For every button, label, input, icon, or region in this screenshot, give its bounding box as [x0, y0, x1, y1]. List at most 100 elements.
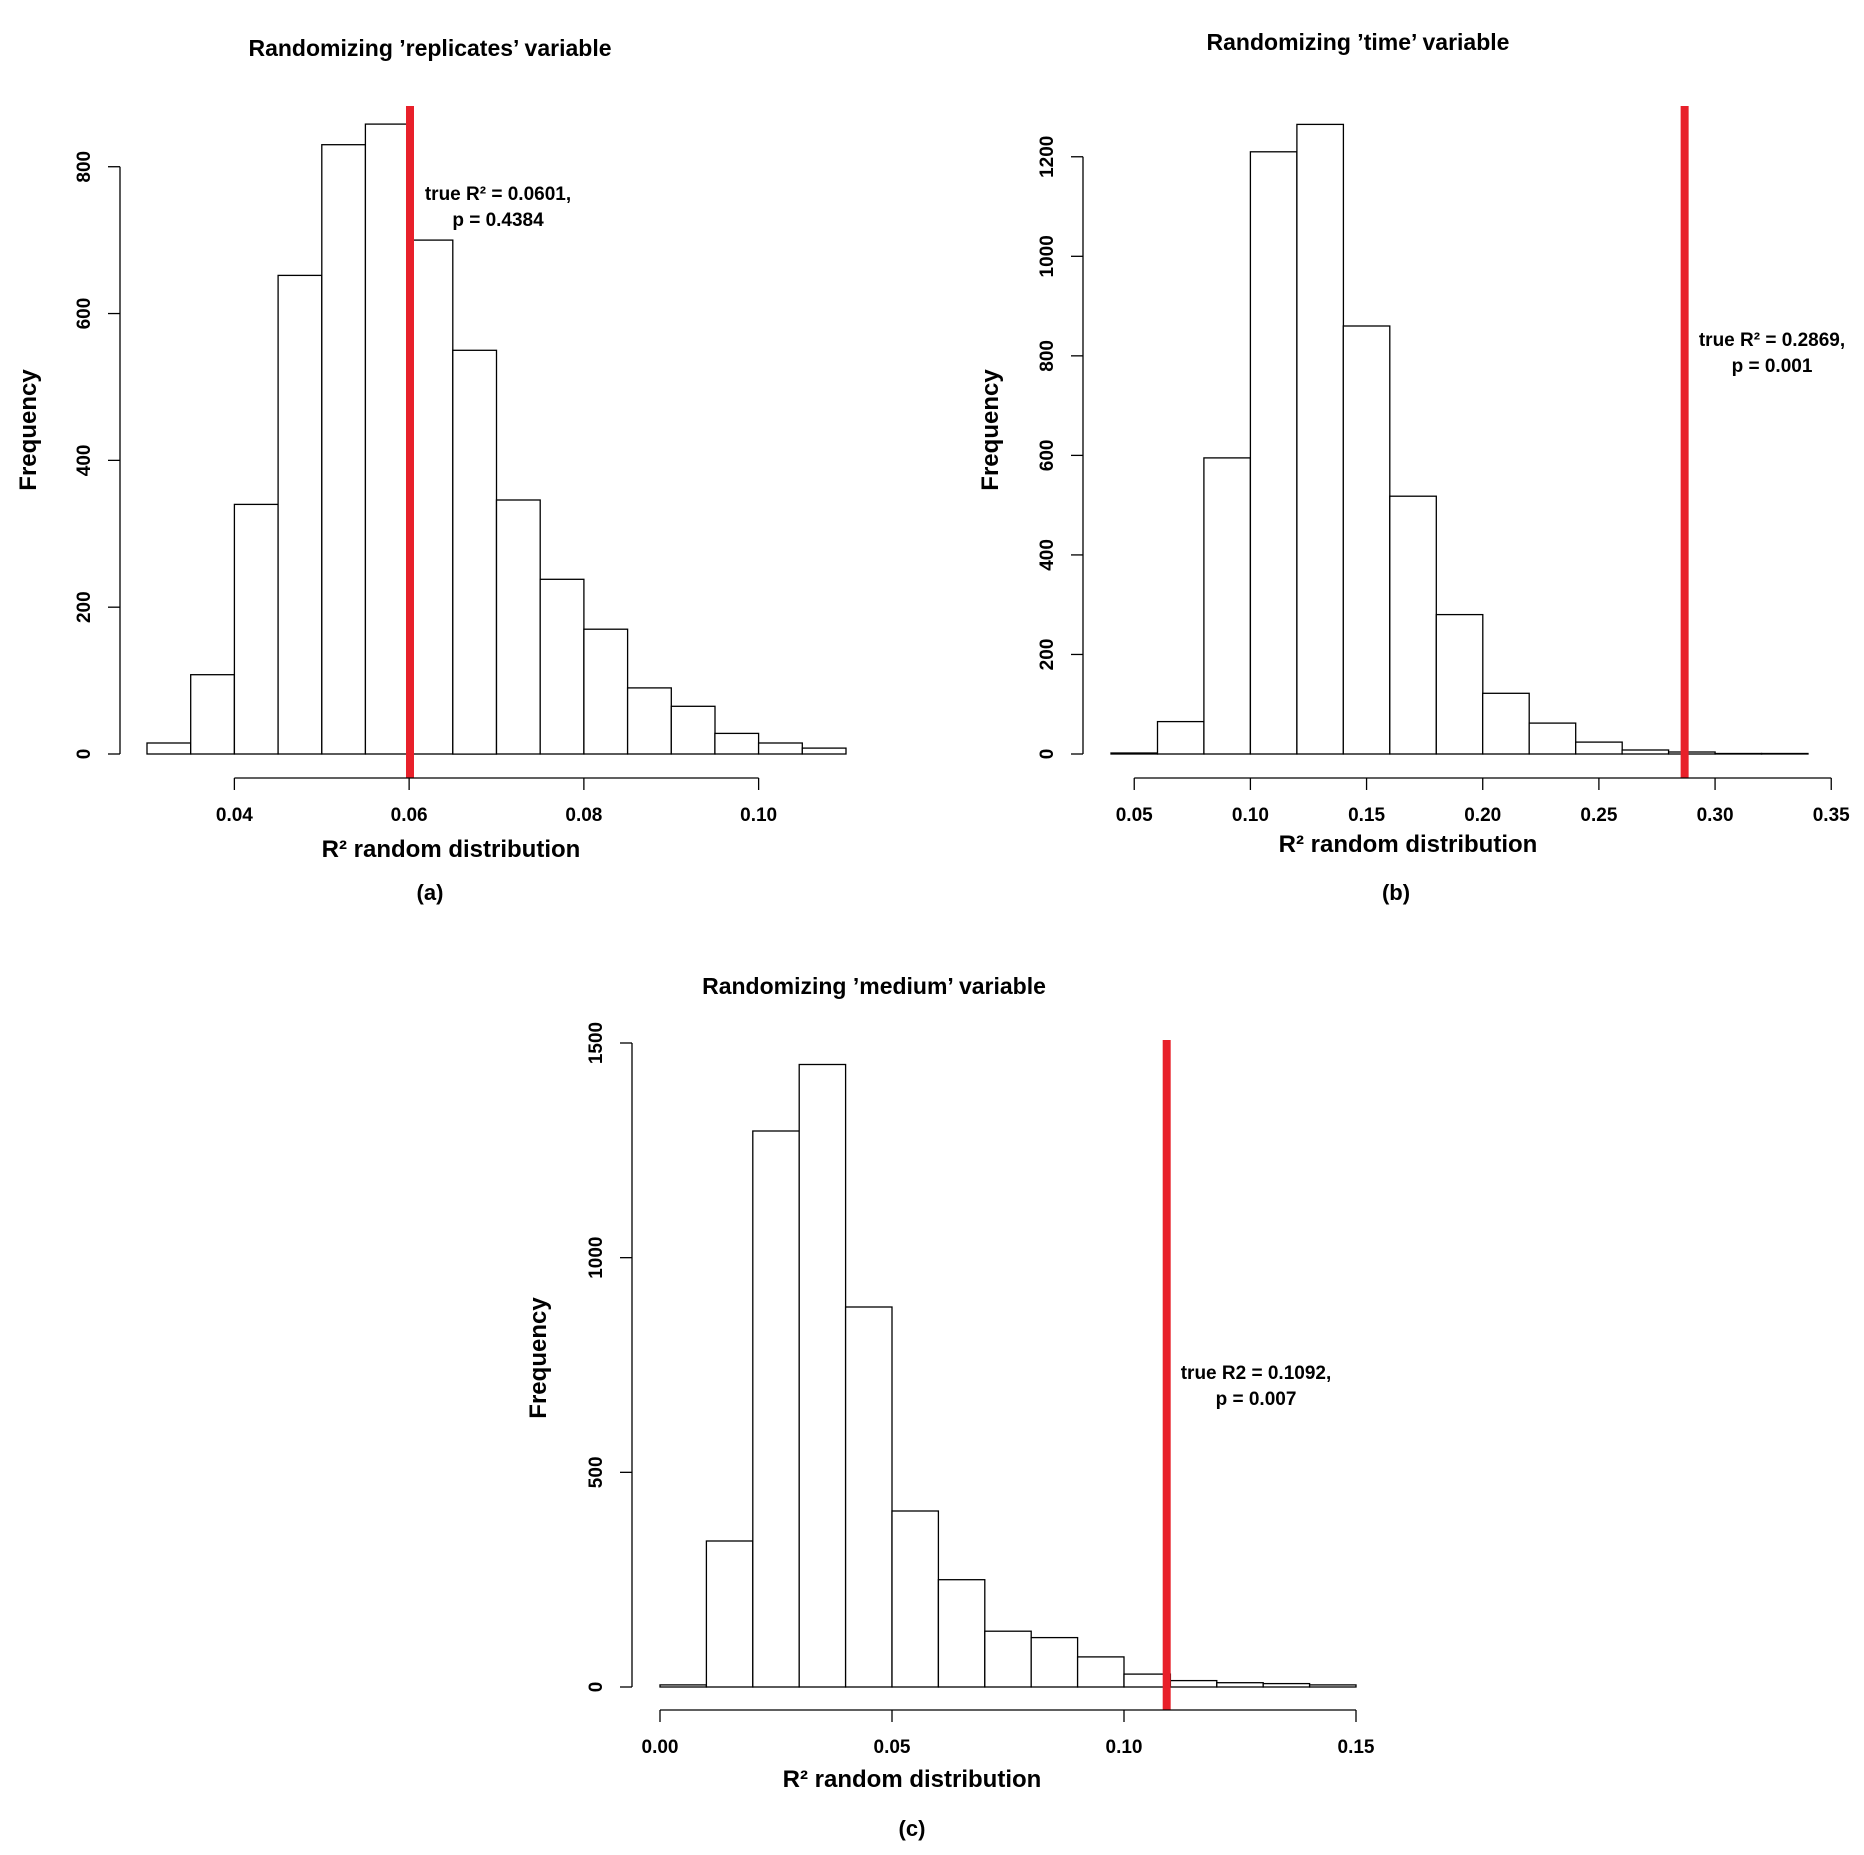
histogram-bar	[321, 144, 367, 755]
bars	[146, 123, 847, 755]
histogram-bar	[1216, 1682, 1264, 1688]
y-tick-label: 200	[1037, 639, 1058, 671]
histogram-bar	[583, 628, 629, 755]
histogram-panel-b: Randomizing ’time’ variable true R² = 0.…	[977, 29, 1850, 905]
x-tick-label: 0.30	[1697, 805, 1734, 826]
y-axis: 0 500 1000 1500	[586, 1022, 633, 1693]
histogram-bar	[1308, 1684, 1357, 1688]
y-axis-label: Frequency	[15, 369, 42, 491]
annotation-line-2: p = 0.007	[1216, 1389, 1297, 1410]
y-tick-label: 600	[74, 298, 95, 330]
chart-title: Randomizing ’replicates’ variable	[248, 35, 611, 61]
histogram-bar	[798, 1063, 847, 1688]
chart-title: Randomizing ’medium’ variable	[702, 973, 1046, 999]
y-axis: 0 200 400 600 800 1000 1200	[1037, 136, 1084, 760]
x-tick-label: 0.06	[391, 805, 428, 826]
histogram-bar	[937, 1579, 986, 1688]
y-tick-label: 400	[1037, 539, 1058, 571]
x-axis-label: R² random distribution	[1279, 831, 1538, 858]
histogram-bar	[1760, 752, 1809, 755]
histogram-bar	[659, 1684, 708, 1688]
histogram-bar	[670, 705, 716, 755]
x-axis-label: R² random distribution	[322, 836, 581, 863]
histogram-bar	[1575, 741, 1623, 755]
histogram-bar	[705, 1540, 754, 1688]
annotation-line-1: true R² = 0.0601,	[425, 184, 571, 205]
histogram-bar	[1667, 751, 1716, 755]
y-tick-label: 1200	[1037, 136, 1058, 178]
panel-label: (b)	[1382, 880, 1410, 905]
histogram-bar	[1110, 752, 1159, 755]
annotation-line-2: p = 0.001	[1732, 356, 1813, 377]
x-tick-label: 0.15	[1338, 1737, 1375, 1758]
histogram-bar	[190, 674, 236, 755]
histogram-bar	[1262, 1682, 1311, 1688]
histogram-bar	[452, 349, 498, 755]
x-tick-label: 0.04	[216, 805, 253, 826]
histogram-bar	[1342, 325, 1391, 755]
x-tick-label: 0.10	[1106, 1737, 1143, 1758]
x-tick-label: 0.00	[642, 1737, 679, 1758]
y-tick-label: 200	[74, 591, 95, 623]
x-axis: 0.05 0.10 0.15 0.20 0.25 0.30 0.35	[1116, 777, 1850, 826]
bars	[659, 1063, 1357, 1688]
x-tick-label: 0.20	[1464, 805, 1501, 826]
histogram-bar	[1156, 720, 1205, 755]
y-tick-label: 500	[586, 1456, 607, 1488]
y-tick-label: 800	[74, 151, 95, 183]
annotation-line-2: p = 0.4384	[452, 210, 544, 231]
histogram-bar	[1528, 722, 1577, 755]
histogram-bar	[1435, 613, 1484, 755]
x-axis: 0.00 0.05 0.10 0.15	[642, 1709, 1375, 1758]
x-tick-label: 0.05	[874, 1737, 911, 1758]
y-tick-label: 1000	[1037, 235, 1058, 277]
x-tick-label: 0.10	[740, 805, 777, 826]
histogram-bar	[233, 503, 279, 755]
histogram-bar	[752, 1130, 800, 1688]
y-tick-label: 1000	[586, 1237, 607, 1279]
histogram-bar	[408, 239, 454, 755]
x-tick-label: 0.25	[1580, 805, 1617, 826]
histogram-bar	[1714, 752, 1763, 755]
histogram-bar	[844, 1306, 893, 1688]
histogram-bar	[1169, 1679, 1218, 1688]
annotation-line-1: true R2 = 0.1092,	[1181, 1363, 1332, 1384]
x-tick-label: 0.05	[1116, 805, 1153, 826]
y-axis-label: Frequency	[525, 1297, 552, 1419]
x-tick-label: 0.35	[1813, 805, 1850, 826]
histogram-bar	[1203, 457, 1252, 755]
bars	[1110, 123, 1809, 755]
x-tick-label: 0.08	[565, 805, 602, 826]
histogram-bar	[539, 578, 585, 755]
x-axis-label: R² random distribution	[783, 1766, 1042, 1793]
histogram-bar	[1621, 749, 1670, 755]
histogram-bar	[146, 742, 192, 755]
panel-label: (c)	[899, 1816, 926, 1841]
histogram-bar	[891, 1510, 940, 1688]
histogram-bar	[1030, 1636, 1079, 1688]
panel-label: (a)	[417, 880, 444, 905]
histogram-bar	[277, 274, 323, 755]
x-tick-label: 0.10	[1232, 805, 1269, 826]
x-axis: 0.04 0.06 0.08 0.10	[216, 777, 777, 826]
y-tick-label: 1500	[586, 1022, 607, 1064]
y-tick-label: 0	[586, 1682, 607, 1693]
y-tick-label: 600	[1037, 440, 1058, 472]
histogram-bar	[1249, 151, 1298, 755]
histogram-bar	[364, 123, 410, 755]
histogram-bar	[757, 742, 803, 755]
y-tick-label: 400	[74, 445, 95, 477]
histogram-bar	[1076, 1656, 1125, 1688]
histogram-bar	[1482, 692, 1530, 755]
y-tick-label: 800	[1037, 340, 1058, 372]
y-axis-label: Frequency	[977, 369, 1004, 491]
histogram-bar	[801, 747, 847, 755]
histogram-panel-c: Randomizing ’medium’ variable true R2 = …	[525, 973, 1375, 1841]
histogram-bar	[984, 1630, 1032, 1688]
annotation-line-1: true R² = 0.2869,	[1699, 330, 1845, 351]
histogram-bar	[1389, 495, 1437, 755]
x-tick-label: 0.15	[1348, 805, 1385, 826]
histogram-bar	[714, 732, 760, 755]
y-tick-label: 0	[1037, 749, 1058, 760]
